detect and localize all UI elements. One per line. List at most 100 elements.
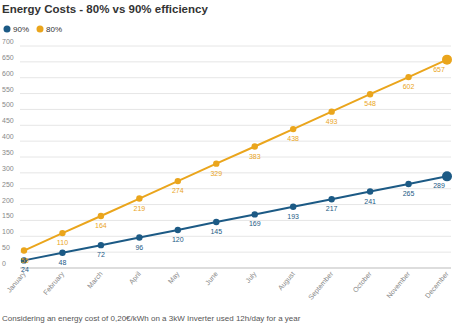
data-point (405, 74, 411, 80)
data-point (175, 178, 181, 184)
legend-swatch (37, 26, 44, 33)
y-tick-label: 450 (2, 117, 14, 124)
title: Energy Costs - 80% vs 90% efficiency (2, 3, 208, 15)
data-label: 96 (135, 244, 143, 251)
grid-line (20, 61, 451, 62)
grid-line (20, 141, 451, 142)
data-label: 145 (210, 228, 222, 235)
y-tick-label: 0 (2, 260, 6, 267)
y-tick-label: 100 (2, 228, 14, 235)
y-tick-label: 550 (2, 86, 14, 93)
data-label: 219 (134, 205, 146, 212)
data-label: 217 (326, 205, 338, 212)
data-label: 289 (433, 182, 445, 189)
data-label: 274 (172, 187, 184, 194)
data-point (252, 143, 258, 149)
data-label: 72 (97, 251, 105, 258)
grid-line (20, 77, 451, 78)
grid-line (20, 109, 451, 110)
data-point (442, 55, 452, 65)
legend-label: 80% (46, 25, 62, 34)
data-point (290, 204, 296, 210)
data-labels: 24 48 72 96 120 145 169 193 217 241 265 289 55 110 164… (21, 66, 445, 274)
legend: 90% 80% (4, 25, 63, 34)
data-point (213, 160, 219, 166)
y-tick-label: 300 (2, 165, 14, 172)
grid-line (20, 204, 451, 205)
data-point (98, 242, 104, 248)
legend-label: 90% (13, 25, 29, 34)
data-label: 169 (249, 220, 261, 227)
y-tick-label: 650 (2, 54, 14, 61)
grid-line (20, 125, 451, 126)
y-tick-label: 250 (2, 181, 14, 188)
data-point (328, 196, 334, 202)
grid-line (20, 157, 451, 158)
x-tick-label: June (204, 270, 219, 286)
y-tick-label: 600 (2, 70, 14, 77)
data-label: 110 (57, 239, 68, 246)
data-label: 602 (403, 83, 415, 90)
x-tick-label: December (424, 270, 451, 300)
footnote: Considering an energy cost of 0,20€/kWh … (2, 314, 301, 323)
data-label: 438 (287, 135, 299, 142)
y-tick-label: 150 (2, 212, 14, 219)
data-label: 329 (210, 170, 222, 177)
x-tick-label: October (351, 270, 373, 294)
data-label: 193 (287, 213, 299, 220)
legend-swatch (4, 26, 11, 33)
data-label: 164 (95, 222, 107, 229)
data-point (136, 234, 142, 240)
x-tick-label: November (385, 270, 412, 300)
x-tick-label: September (307, 270, 336, 302)
data-point (21, 247, 27, 253)
data-point (59, 230, 65, 236)
grid-line (20, 46, 451, 47)
grid-line (20, 220, 451, 221)
grid-line (20, 236, 451, 237)
data-label: 383 (249, 153, 261, 160)
data-label: 120 (172, 236, 184, 243)
y-tick-label: 50 (2, 244, 10, 251)
grid-line (20, 93, 451, 94)
data-point (213, 219, 219, 225)
y-tick-label: 350 (2, 149, 14, 156)
data-label: 548 (364, 100, 376, 107)
plot-area (21, 55, 452, 264)
y-tick-label: 500 (2, 101, 14, 108)
grid-line (20, 268, 451, 269)
data-label: 24 (21, 266, 29, 273)
series-line (24, 176, 447, 260)
x-tick-label: May (167, 270, 182, 286)
data-label: 657 (433, 66, 445, 73)
y-tick-label: 400 (2, 133, 14, 140)
x-tick-label: March (86, 270, 104, 289)
data-label: 48 (59, 259, 67, 266)
x-tick-label: August (277, 270, 297, 292)
y-axis: 0501001502002503003504004505005506006507… (2, 38, 451, 268)
data-point (367, 188, 373, 194)
data-point (252, 211, 258, 217)
x-tick-label: January (5, 270, 27, 295)
data-label: 241 (364, 198, 376, 205)
chart: Energy Costs - 80% vs 90% efficiency 90% 8… (0, 0, 458, 327)
data-point (290, 126, 296, 132)
grid-line (20, 252, 451, 253)
x-tick-label: July (244, 270, 258, 285)
series-line (24, 60, 447, 251)
data-point (328, 108, 334, 114)
x-tick-label: April (128, 270, 143, 286)
data-point (405, 181, 411, 187)
data-label: 493 (326, 118, 338, 125)
data-point (136, 195, 142, 201)
x-axis: January February March April May June July Augu… (5, 270, 450, 302)
data-point (98, 213, 104, 219)
data-point (442, 171, 452, 181)
data-point (367, 91, 373, 97)
data-label: 265 (403, 190, 415, 197)
x-tick-label: February (42, 270, 66, 297)
y-tick-label: 700 (2, 38, 14, 45)
data-label: 55 (21, 257, 29, 264)
grid-line (20, 172, 451, 173)
data-point (59, 250, 65, 256)
